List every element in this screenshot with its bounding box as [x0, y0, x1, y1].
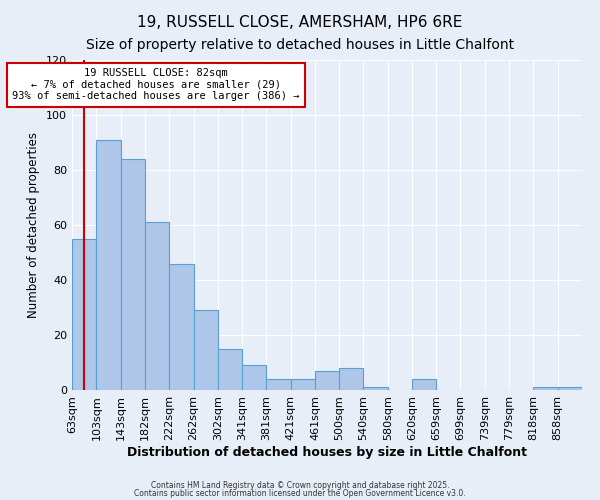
- Bar: [169, 264, 194, 390]
- X-axis label: Distribution of detached houses by size in Little Chalfont: Distribution of detached houses by size …: [127, 446, 527, 458]
- Text: Size of property relative to detached houses in Little Chalfont: Size of property relative to detached ho…: [86, 38, 514, 52]
- Bar: [145, 222, 169, 390]
- Text: Contains HM Land Registry data © Crown copyright and database right 2025.: Contains HM Land Registry data © Crown c…: [151, 480, 449, 490]
- Bar: [242, 365, 266, 390]
- Text: 19, RUSSELL CLOSE, AMERSHAM, HP6 6RE: 19, RUSSELL CLOSE, AMERSHAM, HP6 6RE: [137, 15, 463, 30]
- Bar: [290, 379, 315, 390]
- Bar: [412, 379, 436, 390]
- Text: Contains public sector information licensed under the Open Government Licence v3: Contains public sector information licen…: [134, 489, 466, 498]
- Bar: [315, 371, 339, 390]
- Bar: [557, 387, 582, 390]
- Text: 19 RUSSELL CLOSE: 82sqm
← 7% of detached houses are smaller (29)
93% of semi-det: 19 RUSSELL CLOSE: 82sqm ← 7% of detached…: [12, 68, 299, 102]
- Bar: [72, 239, 97, 390]
- Bar: [364, 387, 388, 390]
- Bar: [97, 140, 121, 390]
- Bar: [194, 310, 218, 390]
- Bar: [121, 159, 145, 390]
- Bar: [533, 387, 557, 390]
- Bar: [218, 349, 242, 390]
- Bar: [266, 379, 290, 390]
- Y-axis label: Number of detached properties: Number of detached properties: [28, 132, 40, 318]
- Bar: [339, 368, 364, 390]
